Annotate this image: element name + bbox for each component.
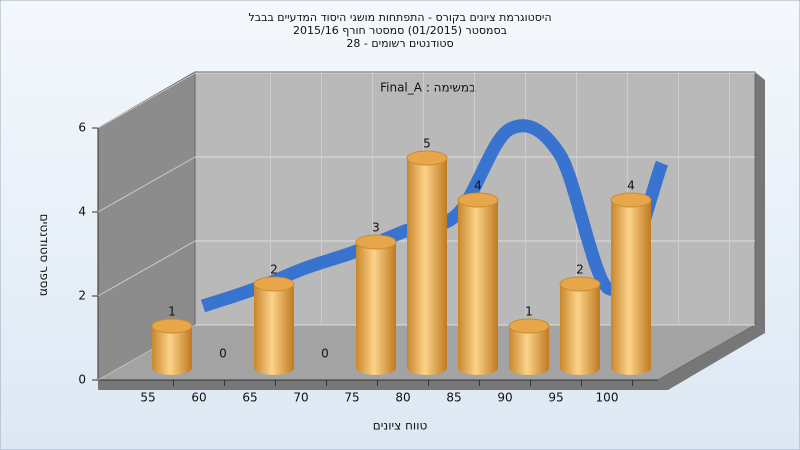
bar-body (356, 242, 396, 375)
bar (406, 150, 448, 375)
data-label: 1 (168, 305, 176, 319)
bar (610, 192, 652, 375)
bar (559, 276, 601, 375)
data-label: 4 (627, 179, 635, 193)
x-tick-label: 60 (191, 391, 206, 405)
bar (457, 192, 499, 375)
x-tick-label: 95 (548, 391, 563, 405)
bar-top (457, 192, 499, 208)
bar-body (458, 200, 498, 375)
bar-body (611, 200, 651, 375)
bar (355, 234, 397, 375)
title-line: סטודנטים רשומים - 28 (346, 37, 453, 50)
data-label: 5 (423, 137, 431, 151)
y-axis-label: מספר סטודנטים (38, 214, 52, 297)
floor-edge (98, 325, 765, 390)
title-line: היסטוגרמת ציונים בקורס - התפתחות מושגי ה… (248, 11, 551, 24)
bar-body (560, 284, 600, 375)
grid-line (97, 72, 196, 129)
x-tick-label: 90 (497, 391, 512, 405)
bar (508, 318, 550, 375)
bar-top (355, 234, 397, 250)
data-label: 0 (321, 347, 329, 361)
x-tick-label: 70 (293, 391, 308, 405)
x-tick-label: 65 (242, 391, 257, 405)
x-tick-label: 85 (446, 391, 461, 405)
title-line: בסמסטר (01/2015) סמסטר חורף 2015/16 (293, 24, 507, 37)
x-tick-label: 55 (140, 391, 155, 405)
bar-body (407, 158, 447, 375)
bar-top (253, 276, 295, 292)
bar-top (559, 276, 601, 292)
x-tick-label: 100 (596, 391, 619, 405)
data-label: 2 (576, 263, 584, 277)
annotation: Final_A : במשימה (380, 81, 476, 95)
bar (253, 276, 295, 375)
bar-body (152, 326, 192, 375)
bar (151, 318, 193, 375)
y-tick-label: 2 (78, 289, 86, 303)
data-label: 2 (270, 263, 278, 277)
y-tick-label: 6 (78, 121, 86, 135)
x-tick-label: 80 (395, 391, 410, 405)
data-label: 3 (372, 221, 380, 235)
bar-body (254, 284, 294, 375)
bar-body (509, 326, 549, 375)
data-label: 4 (474, 179, 482, 193)
bar-top (508, 318, 550, 334)
grid-line (97, 156, 196, 213)
data-label: 1 (525, 305, 533, 319)
data-label: 0 (219, 347, 227, 361)
y-tick-label: 4 (78, 205, 86, 219)
grid-line (97, 240, 196, 297)
bar-top (151, 318, 193, 334)
x-tick-label: 75 (344, 391, 359, 405)
bar-top (610, 192, 652, 208)
bar-top (406, 150, 448, 166)
x-axis-label: טווח ציונים (373, 419, 428, 433)
y-tick-label: 0 (78, 373, 86, 387)
